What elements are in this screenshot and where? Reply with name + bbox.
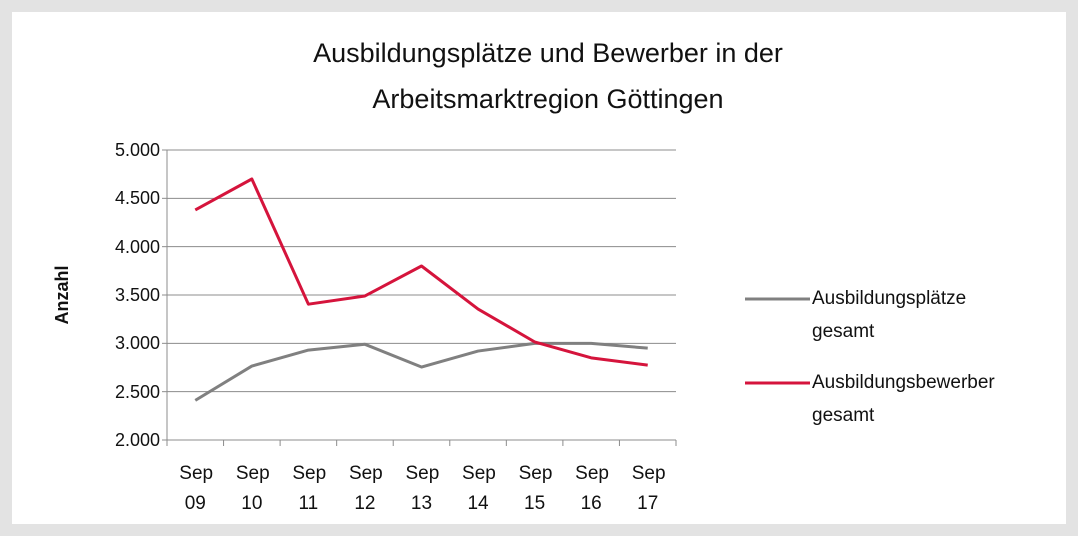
x-tick-label: Sep 09	[179, 463, 214, 514]
x-tick-label: Sep 14	[462, 463, 496, 514]
y-tick-label: 4.000	[114, 236, 160, 257]
chart-title: Ausbildungsplätze und Bewerber in der Ar…	[313, 38, 783, 114]
y-tick-label: 4.500	[114, 188, 160, 209]
x-tick-label: Sep 11	[292, 463, 327, 514]
y-tick-label: 2.500	[114, 381, 160, 402]
y-tick-label: 2.000	[114, 430, 160, 450]
y-tick-label: 3.000	[114, 333, 160, 354]
legend-label: Ausbildungsplätze gesamt	[812, 288, 967, 342]
chart-panel	[12, 12, 1066, 524]
x-tick-label: Sep 10	[235, 463, 270, 514]
y-axis-label: Anzahl	[52, 265, 72, 325]
y-tick-label: 3.500	[114, 285, 160, 305]
y-tick-label: 5.000	[114, 140, 160, 160]
x-tick-label: Sep 17	[631, 463, 666, 514]
x-tick-label: Sep 12	[348, 463, 383, 514]
x-tick-label: Sep 13	[405, 463, 440, 514]
series-line	[194, 177, 648, 367]
legend-label: Ausbildungsbewerber gesamt	[812, 372, 995, 426]
x-tick-label: Sep 16	[575, 463, 609, 514]
x-tick-label: Sep 15	[518, 463, 553, 514]
series-line	[194, 341, 648, 402]
